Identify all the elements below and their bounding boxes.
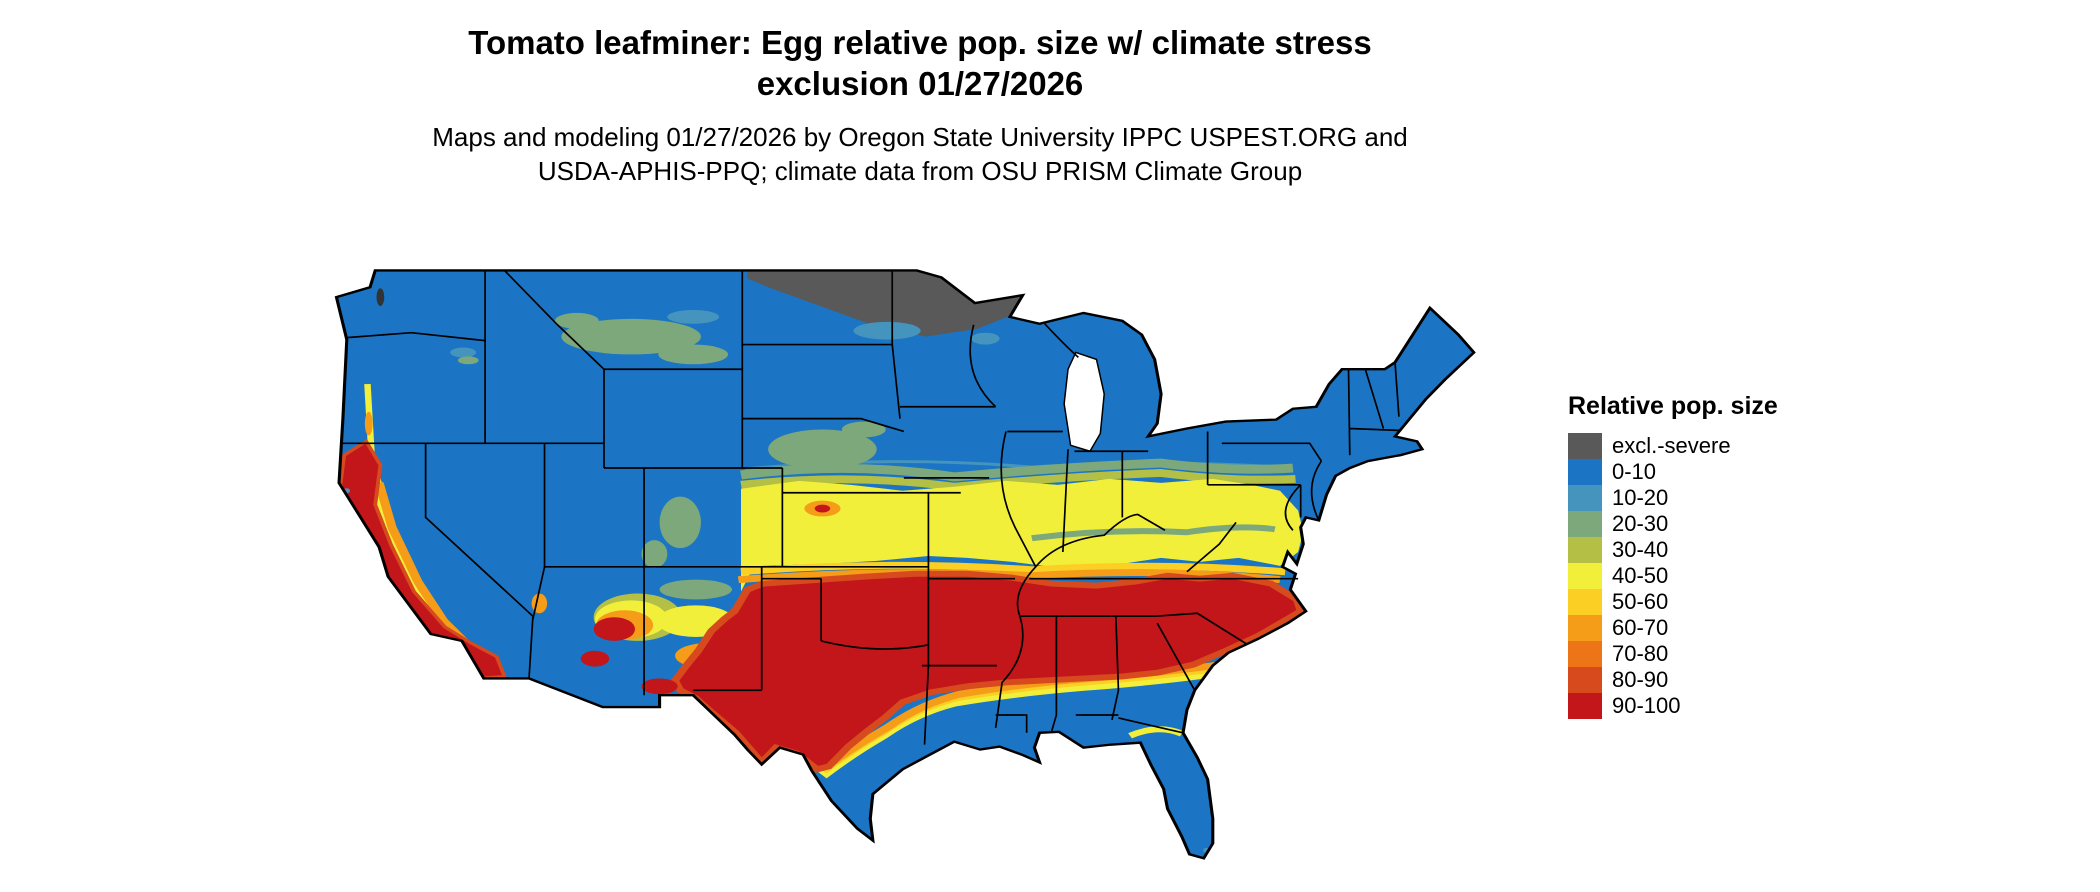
legend-title: Relative pop. size	[1568, 392, 1778, 420]
legend-swatch-80-90	[1568, 667, 1602, 693]
legend-swatch-0-10	[1568, 459, 1602, 485]
legend-label: 90-100	[1612, 693, 1681, 718]
legend-label: 60-70	[1612, 615, 1669, 640]
legend-row: 60-70	[1568, 615, 1888, 641]
legend-row: 80-90	[1568, 667, 1888, 693]
legend-row: 40-50	[1568, 563, 1888, 589]
legend-label: 0-10	[1612, 459, 1657, 484]
legend-entries: excl.-severe 0-10 10-20 20-30 30-40 40-50 50-6…	[1568, 433, 1888, 719]
legend-row: 0-10	[1568, 459, 1888, 485]
map-subtitle: Maps and modeling 01/27/2026 by Oregon S…	[0, 120, 1840, 188]
lake-michigan	[1064, 352, 1104, 451]
legend-row: 10-20	[1568, 485, 1888, 511]
legend-label: 10-20	[1612, 485, 1669, 510]
legend-swatch-50-60	[1568, 589, 1602, 615]
legend-swatch-20-30	[1568, 511, 1602, 537]
legend-swatch-40-50	[1568, 563, 1602, 589]
map-subtitle-line2: USDA-APHIS-PPQ; climate data from OSU PR…	[537, 156, 1303, 186]
legend-label: 30-40	[1612, 537, 1669, 562]
us-choropleth-svg	[334, 268, 1476, 860]
map-title-line1: Tomato leafminer: Egg relative pop. size…	[468, 24, 1372, 61]
legend-swatch-10-20	[1568, 485, 1602, 511]
us-map	[308, 226, 1523, 878]
raster-layers	[336, 270, 1474, 859]
legend-swatch-30-40	[1568, 537, 1602, 563]
legend-label: 50-60	[1612, 589, 1669, 614]
legend-label: 70-80	[1612, 641, 1669, 666]
legend-swatch-excl.-severe	[1568, 433, 1602, 459]
legend-label: 80-90	[1612, 667, 1669, 692]
legend-label: 20-30	[1612, 511, 1669, 536]
legend-row: excl.-severe	[1568, 433, 1888, 459]
legend: Relative pop. size excl.-severe 0-10 10-20…	[1568, 392, 1888, 719]
legend-row: 90-100	[1568, 693, 1888, 719]
legend-swatch-60-70	[1568, 615, 1602, 641]
map-title-line2: exclusion 01/27/2026	[756, 65, 1084, 102]
legend-row: 30-40	[1568, 537, 1888, 563]
legend-swatch-90-100	[1568, 693, 1602, 719]
legend-row: 50-60	[1568, 589, 1888, 615]
legend-row: 70-80	[1568, 641, 1888, 667]
state-borders	[343, 270, 1400, 744]
legend-swatch-70-80	[1568, 641, 1602, 667]
legend-label: excl.-severe	[1612, 433, 1731, 458]
map-subtitle-line1: Maps and modeling 01/27/2026 by Oregon S…	[432, 122, 1408, 152]
header: Tomato leafminer: Egg relative pop. size…	[0, 22, 1840, 188]
legend-label: 40-50	[1612, 563, 1669, 588]
legend-row: 20-30	[1568, 511, 1888, 537]
